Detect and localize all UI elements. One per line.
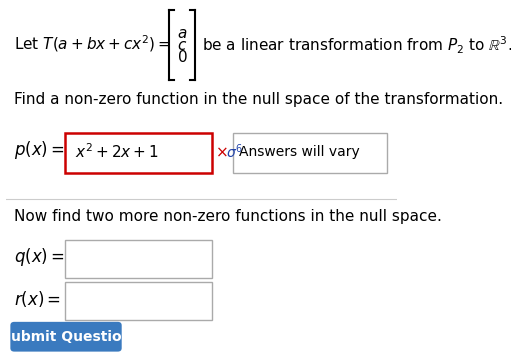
FancyBboxPatch shape	[65, 240, 212, 278]
FancyBboxPatch shape	[65, 133, 212, 173]
Text: $\times$: $\times$	[215, 144, 227, 160]
Text: $a$: $a$	[177, 26, 187, 41]
FancyBboxPatch shape	[10, 322, 122, 352]
Text: Find a non-zero function in the null space of the transformation.: Find a non-zero function in the null spa…	[14, 92, 503, 107]
Text: be a linear transformation from $P_2$ to $\mathbb{R}^3$.: be a linear transformation from $P_2$ to…	[202, 35, 511, 56]
Text: Answers will vary: Answers will vary	[239, 145, 360, 159]
Text: $\sigma^6$: $\sigma^6$	[226, 143, 243, 161]
Text: Submit Question: Submit Question	[1, 330, 131, 343]
Text: Let $T(a + bx + cx^2) =$: Let $T(a + bx + cx^2) =$	[14, 33, 171, 54]
FancyBboxPatch shape	[65, 282, 212, 320]
Text: $0$: $0$	[177, 49, 187, 65]
Text: $r(x) =$: $r(x) =$	[14, 289, 61, 309]
Text: $x^2 + 2x + 1$: $x^2 + 2x + 1$	[75, 143, 158, 161]
Text: Now find two more non-zero functions in the null space.: Now find two more non-zero functions in …	[14, 209, 442, 224]
Text: $q(x) =$: $q(x) =$	[14, 246, 65, 268]
FancyBboxPatch shape	[233, 133, 387, 173]
Text: $p(x) =$: $p(x) =$	[14, 139, 65, 161]
Text: $c$: $c$	[177, 38, 187, 53]
